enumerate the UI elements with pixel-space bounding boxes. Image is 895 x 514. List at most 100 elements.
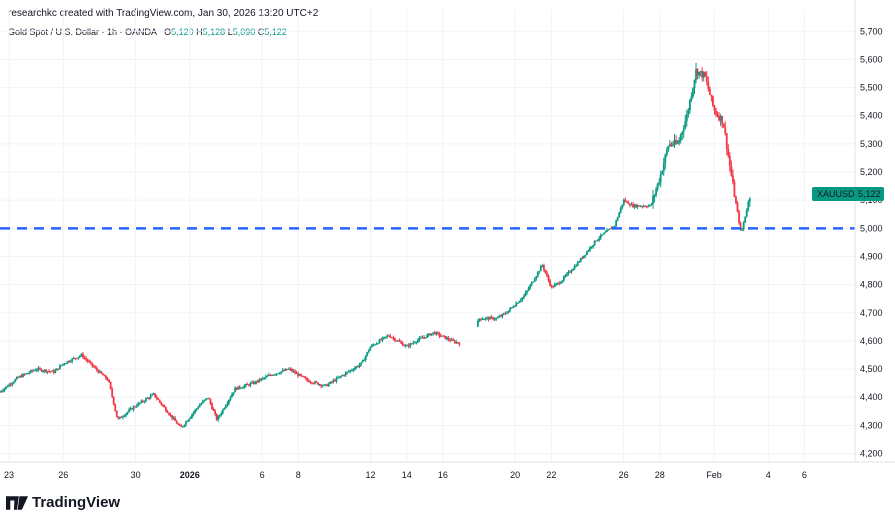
time-tick-label: 20	[510, 470, 520, 480]
candle-body	[575, 265, 578, 267]
candle-body	[406, 345, 409, 347]
price-tick-label: 5,000	[860, 223, 883, 233]
candle-body	[598, 238, 601, 240]
candle-body	[444, 336, 447, 340]
candle-body	[446, 337, 449, 340]
candle-body	[0, 391, 1, 393]
candle-body	[327, 383, 330, 387]
candle-body	[212, 408, 215, 411]
candle-body	[178, 424, 181, 426]
candle-body	[32, 370, 35, 372]
candle-body	[168, 413, 170, 415]
candle-body	[289, 368, 292, 370]
candle-body	[645, 206, 648, 208]
candle-body	[132, 406, 135, 410]
candle-body	[335, 377, 338, 382]
candle-body	[69, 361, 72, 363]
candle-body	[662, 163, 665, 172]
candle-body	[458, 343, 461, 345]
candle-body	[174, 417, 177, 422]
candle-body	[358, 364, 361, 367]
candle-body	[25, 373, 28, 375]
candle-body	[57, 368, 60, 370]
time-tick-label: 4	[766, 470, 771, 480]
candle-body	[85, 358, 87, 360]
candle-body	[456, 342, 459, 344]
candle-body	[329, 381, 332, 384]
candle-body	[535, 276, 538, 280]
candle-body	[383, 336, 386, 338]
candle-body	[576, 262, 579, 266]
candle-body	[301, 375, 304, 377]
candle-body	[272, 374, 275, 376]
candle-body	[397, 340, 399, 342]
candle-body	[204, 398, 207, 400]
candle-body	[115, 410, 118, 418]
candle-body	[175, 421, 178, 424]
price-tick-label: 4,200	[860, 449, 883, 459]
candle-body	[364, 355, 367, 360]
candle-body	[375, 343, 378, 345]
candle-body	[100, 371, 103, 374]
high-label: H	[196, 27, 203, 37]
candle-body	[690, 96, 693, 101]
candle-body	[260, 378, 263, 381]
candle-body	[503, 313, 505, 315]
price-tick-label: 5,700	[860, 26, 883, 36]
candle-body	[553, 284, 556, 288]
candle-body	[246, 384, 249, 386]
candle-body	[403, 345, 405, 347]
candle-body	[659, 174, 662, 183]
candle-body	[369, 347, 372, 351]
candle-body	[638, 205, 641, 207]
candle-body	[232, 392, 235, 395]
candle-body	[426, 334, 429, 338]
candle-body	[321, 385, 324, 387]
candle-body	[194, 409, 197, 413]
candle-body	[685, 114, 688, 122]
candle-body	[20, 375, 23, 378]
candle-body	[91, 362, 94, 366]
candle-body	[95, 367, 98, 371]
candle-body	[641, 206, 644, 208]
candle-body	[51, 370, 54, 372]
candle-body	[625, 201, 628, 203]
brand-name: TradingView	[32, 494, 121, 511]
candle-body	[271, 375, 273, 377]
low-label: L	[227, 27, 233, 37]
candle-body	[728, 155, 731, 166]
candle-body	[138, 402, 141, 404]
candle-body	[410, 343, 413, 345]
candle-body	[5, 386, 8, 389]
candle-body	[354, 367, 356, 370]
candle-body	[665, 150, 668, 155]
candle-body	[492, 317, 495, 320]
candle-body	[60, 365, 63, 367]
candle-body	[263, 377, 266, 379]
candle-body	[526, 290, 528, 293]
candle-body	[536, 272, 539, 277]
candle-body	[186, 421, 189, 423]
candle-body	[237, 386, 240, 390]
candle-body	[549, 280, 551, 286]
candle-body	[627, 201, 630, 205]
candle-body	[255, 381, 258, 383]
candle-body	[360, 362, 362, 365]
candle-body	[117, 417, 120, 419]
candle-body	[291, 369, 293, 372]
candle-body	[572, 269, 575, 271]
candle-body	[82, 353, 84, 358]
candle-body	[14, 379, 17, 382]
candle-body	[696, 69, 699, 76]
candle-body	[480, 318, 482, 320]
candle-body	[367, 350, 370, 353]
candle-body	[527, 288, 530, 291]
price-tick-label: 4,600	[860, 336, 883, 346]
candle-body	[17, 377, 20, 379]
candle-body	[498, 316, 501, 318]
candle-body	[452, 339, 455, 341]
candle-body	[421, 337, 424, 339]
candle-body	[570, 270, 573, 273]
candle-body	[381, 337, 384, 341]
